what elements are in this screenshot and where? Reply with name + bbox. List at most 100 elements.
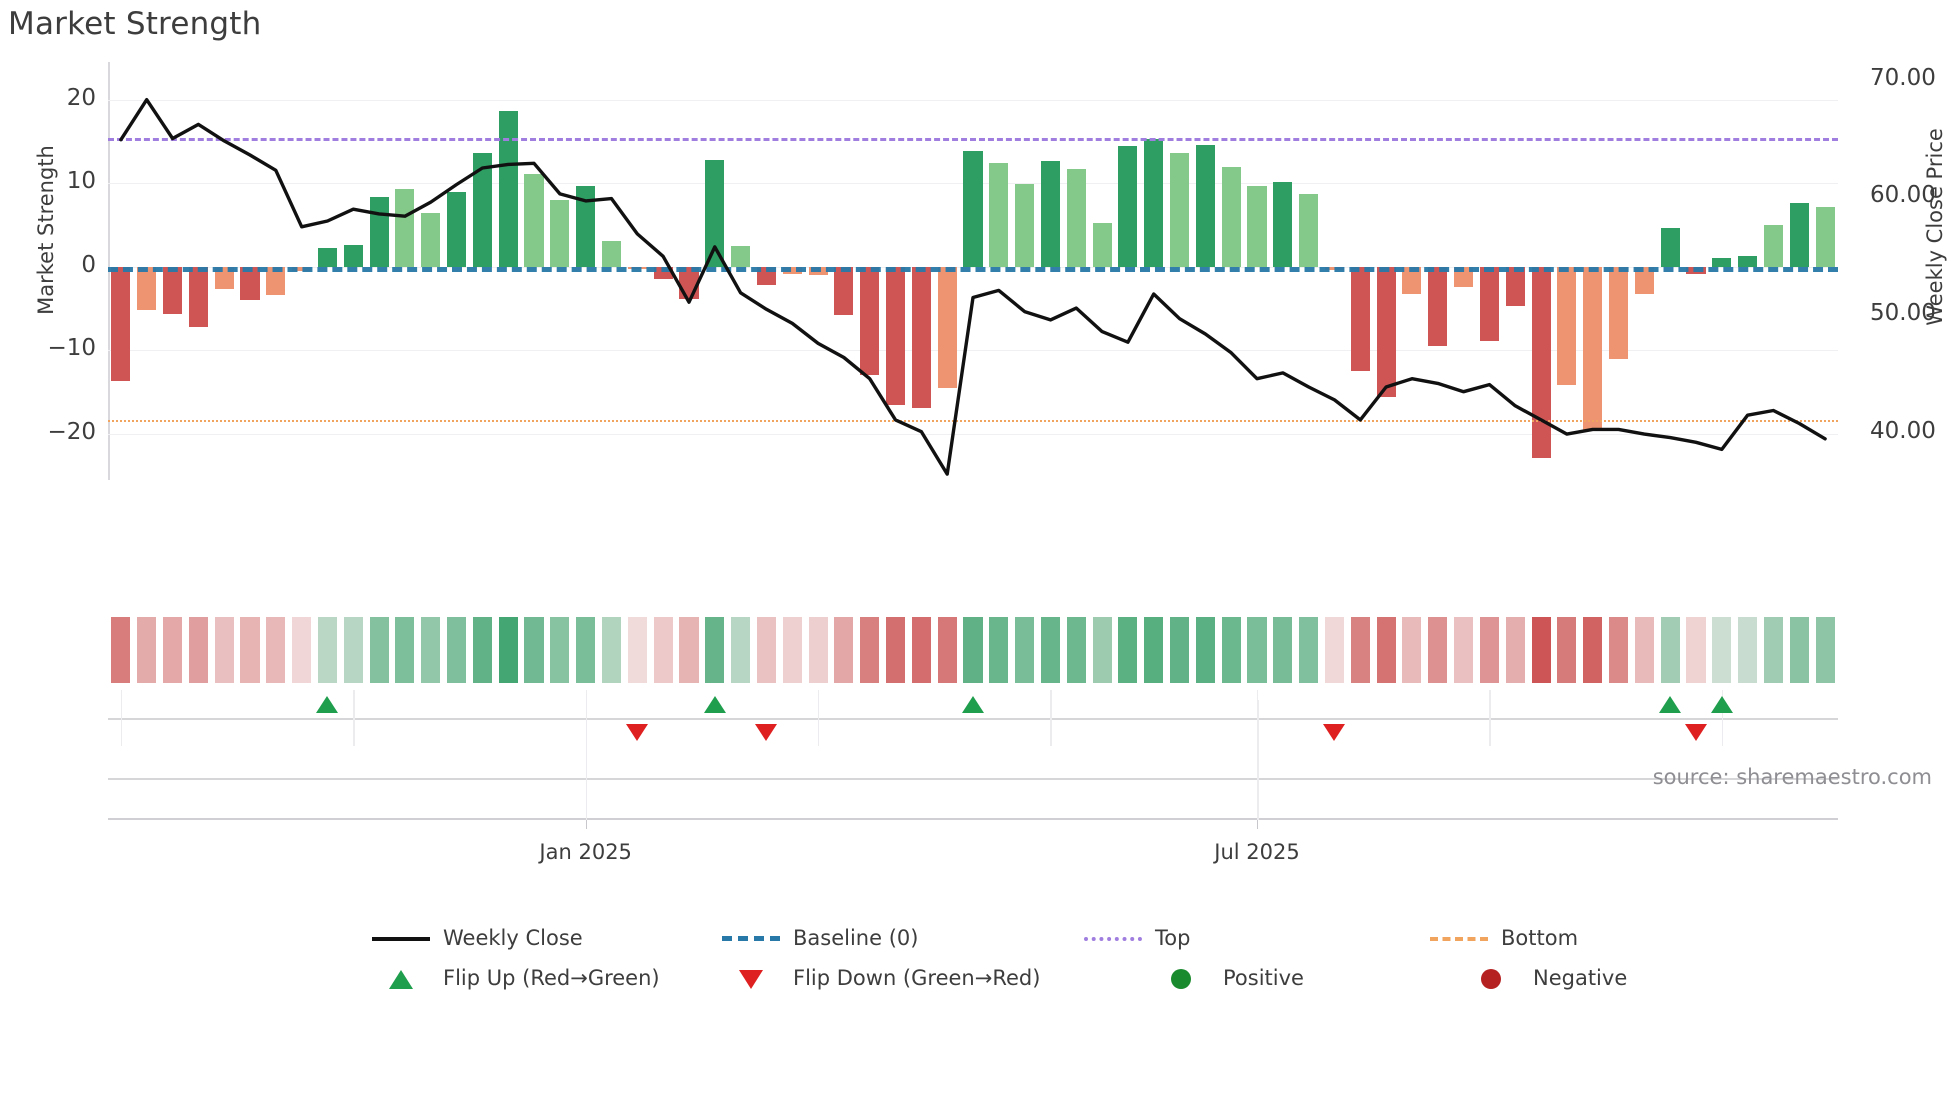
heatmap-cell bbox=[627, 617, 647, 683]
legend-item[interactable]: Top bbox=[1084, 918, 1190, 958]
bar bbox=[1454, 266, 1474, 287]
bar bbox=[1763, 225, 1783, 267]
flip-band-tick bbox=[120, 690, 123, 746]
legend-row-primary: Weekly Close Baseline (0) Top Bottom bbox=[0, 918, 1960, 958]
legend-item[interactable]: Positive bbox=[1152, 958, 1304, 998]
legend-item-label: Flip Up (Red→Green) bbox=[443, 966, 660, 990]
y-axis-left-title: Market Strength bbox=[34, 145, 58, 315]
x-axis-tick-label: Jan 2025 bbox=[539, 840, 632, 864]
bar bbox=[576, 185, 596, 267]
x-axis-tick-mark bbox=[585, 820, 588, 829]
legend-row-markers: Flip Up (Red→Green) Flip Down (Green→Red)… bbox=[0, 958, 1960, 998]
heatmap-cell bbox=[782, 617, 802, 683]
bar bbox=[524, 174, 544, 267]
bar bbox=[911, 266, 931, 409]
heatmap-cell bbox=[1402, 617, 1422, 683]
dotted-line-icon bbox=[1430, 928, 1488, 948]
legend-item[interactable]: Negative bbox=[1462, 958, 1627, 998]
reference-line-bottom bbox=[108, 419, 1838, 422]
heatmap-cell bbox=[679, 617, 699, 683]
bar bbox=[240, 266, 260, 301]
heatmap-cell bbox=[1608, 617, 1629, 683]
heatmap-cell bbox=[162, 617, 183, 683]
heatmap-cell bbox=[421, 617, 441, 683]
flip-up-marker bbox=[703, 696, 726, 713]
heatmap-cell bbox=[705, 617, 725, 683]
legend-item-label: Bottom bbox=[1501, 926, 1579, 950]
bar bbox=[1608, 266, 1629, 359]
heatmap-cell bbox=[1712, 617, 1732, 683]
flip-up-marker bbox=[316, 696, 339, 713]
heatmap-cell bbox=[731, 617, 751, 683]
heatmap-cell bbox=[1350, 617, 1370, 683]
heatmap-cell bbox=[214, 617, 234, 683]
heatmap-cell bbox=[1763, 617, 1783, 683]
heatmap-cell bbox=[963, 617, 983, 683]
bar bbox=[1712, 257, 1732, 267]
bar bbox=[1118, 145, 1138, 267]
heatmap-cell bbox=[1454, 617, 1474, 683]
source-attribution: source: sharemaestro.com bbox=[1652, 765, 1932, 789]
circle-icon bbox=[1462, 968, 1520, 989]
bar bbox=[1273, 181, 1293, 267]
x-axis-tick-mark bbox=[1257, 820, 1259, 829]
heatmap-cell bbox=[188, 617, 208, 683]
bar bbox=[1376, 266, 1396, 398]
reference-line-baseline bbox=[108, 266, 1838, 272]
bar bbox=[705, 159, 725, 267]
heatmap-cell bbox=[524, 617, 544, 683]
bar bbox=[498, 111, 518, 267]
heatmap-cell bbox=[498, 617, 518, 683]
heatmap-cell bbox=[885, 617, 906, 683]
heatmap-cell bbox=[1066, 617, 1086, 683]
gridline bbox=[108, 99, 1838, 101]
bar bbox=[550, 199, 570, 267]
legend-item[interactable]: Bottom bbox=[1430, 918, 1578, 958]
legend-item[interactable]: Baseline (0) bbox=[722, 918, 918, 958]
heatmap-cell bbox=[601, 617, 622, 683]
flip-down-marker bbox=[1323, 724, 1346, 741]
bar bbox=[1170, 153, 1190, 267]
heatmap-cell bbox=[240, 617, 260, 683]
bar bbox=[1583, 266, 1603, 430]
bar bbox=[885, 266, 906, 405]
heatmap-cell bbox=[1531, 617, 1551, 683]
bar bbox=[937, 266, 957, 389]
heatmap-cell bbox=[653, 617, 673, 683]
x-axis-tick-label: Jul 2025 bbox=[1214, 840, 1300, 864]
flip-band-tick bbox=[1721, 690, 1724, 746]
bar bbox=[395, 189, 415, 267]
bar bbox=[137, 266, 157, 311]
bar bbox=[1789, 203, 1809, 267]
bar bbox=[1660, 227, 1680, 267]
heatmap-cell bbox=[472, 617, 492, 683]
bar bbox=[1557, 266, 1577, 385]
bar bbox=[162, 266, 183, 314]
legend-item[interactable]: Weekly Close bbox=[372, 918, 583, 958]
legend-item[interactable]: Flip Down (Green→Red) bbox=[722, 958, 1040, 998]
heatmap-cell bbox=[1092, 617, 1112, 683]
legend-item[interactable]: Flip Up (Red→Green) bbox=[372, 958, 660, 998]
bar bbox=[1479, 266, 1499, 342]
divider-rule-lower bbox=[108, 818, 1838, 820]
bar bbox=[1221, 166, 1241, 267]
flip-band-tick bbox=[1050, 690, 1052, 746]
heatmap-cell bbox=[1583, 617, 1603, 683]
legend-item-label: Baseline (0) bbox=[793, 926, 919, 950]
heatmap-cell bbox=[550, 617, 570, 683]
heatmap-cell bbox=[576, 617, 596, 683]
bar bbox=[1815, 207, 1835, 267]
heatmap-cell bbox=[1040, 617, 1060, 683]
y-axis-left-tick-label: −20 bbox=[47, 419, 96, 446]
y-axis-left-tick-label: 10 bbox=[66, 168, 96, 195]
heatmap-cell bbox=[756, 617, 776, 683]
x-gridline bbox=[585, 700, 588, 820]
chart-legend: Weekly Close Baseline (0) Top Bottom Flip U… bbox=[0, 918, 1960, 998]
bar bbox=[266, 266, 286, 296]
flip-down-marker bbox=[626, 724, 649, 741]
bar bbox=[731, 245, 751, 267]
circle-icon bbox=[1152, 968, 1210, 989]
bar bbox=[214, 266, 234, 289]
flip-band-tick bbox=[1489, 690, 1491, 746]
strength-heatmap-strip bbox=[108, 617, 1838, 683]
